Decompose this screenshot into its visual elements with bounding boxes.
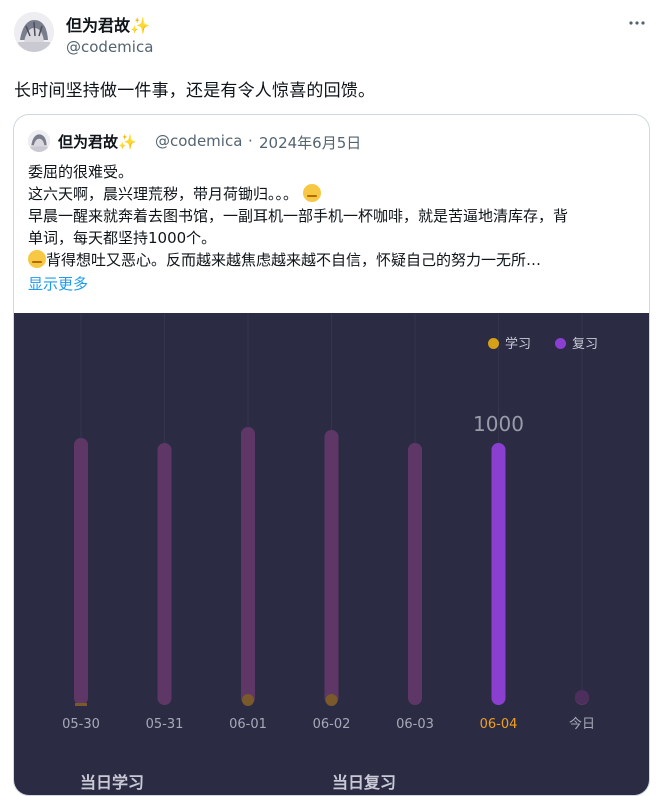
quoted-line-5-text: 背得想吐又恶心。反而越来越焦虑越来越不自信，怀疑自己的努力一无所…	[46, 251, 542, 269]
tweet-header: 但为君故✨ @codemica	[0, 0, 659, 70]
today-marker	[575, 690, 589, 704]
quoted-line-5: 背得想吐又恶心。反而越来越焦虑越来越不自信，怀疑自己的努力一无所…	[28, 249, 638, 271]
pensive-face-icon	[28, 250, 46, 268]
bar-track	[241, 427, 255, 705]
bar-review-06-04	[491, 443, 506, 705]
x-tick-label: 06-04	[480, 717, 518, 732]
quoted-author-handle[interactable]: @codemica	[155, 132, 243, 150]
daily-review-label: 当日复习	[332, 773, 397, 792]
quoted-author-name[interactable]: 但为君故✨	[58, 133, 137, 151]
quoted-line-1: 委屈的很难受。	[28, 163, 134, 181]
legend-study: 学习	[488, 333, 531, 352]
bar-track	[324, 430, 339, 705]
pensive-face-icon	[302, 184, 321, 202]
bar-track	[74, 438, 88, 705]
quoted-line-2-text: 这六天啊，晨兴理荒秽，带月荷锄归。。。	[28, 185, 299, 203]
quoted-date[interactable]: 2024年6月5日	[259, 134, 362, 152]
study-marker	[75, 703, 87, 706]
x-tick-label: 06-02	[313, 717, 351, 732]
quoted-author-avatar[interactable]	[28, 130, 50, 152]
x-tick-label: 06-03	[396, 717, 434, 732]
quoted-line-2: 这六天啊，晨兴理荒秽，带月荷锄归。。。	[28, 183, 638, 205]
quoted-tweet[interactable]: 但为君故✨ @codemica · 2024年6月5日 委屈的很难受。 这六天啊…	[13, 114, 650, 796]
study-marker	[325, 694, 338, 706]
legend-review: 复习	[555, 333, 598, 352]
daily-study-label: 当日学习	[80, 773, 145, 792]
separator-dot: ·	[248, 132, 253, 150]
legend-study-dot	[488, 338, 499, 349]
quoted-line-3: 早晨一醒来就奔着去图书馆，一副耳机一部手机一杯咖啡，就是苦逼地清库存，背	[28, 207, 569, 225]
quoted-line-4: 单词，每天都坚持1000个。	[28, 229, 217, 247]
quoted-body: 委屈的很难受。 这六天啊，晨兴理荒秽，带月荷锄归。。。 早晨一醒来就奔着去图书馆…	[28, 161, 638, 271]
author-name[interactable]: 但为君故✨	[66, 16, 150, 35]
bar-value-label: 1000	[473, 412, 524, 436]
more-options-icon[interactable]	[628, 14, 646, 32]
vocabulary-chart: 05-30 05-31 06-01 06-02 06-03 1000 06-04 今日 学习 …	[14, 313, 649, 795]
study-marker	[242, 694, 254, 706]
bar-track	[157, 443, 172, 705]
legend-review-dot	[555, 338, 566, 349]
x-tick-label: 05-31	[146, 717, 184, 732]
show-more-link[interactable]: 显示更多	[28, 275, 89, 293]
x-tick-label: 今日	[569, 716, 595, 732]
x-tick-label: 05-30	[62, 717, 100, 732]
bar-track	[408, 443, 422, 705]
legend-review-label: 复习	[572, 337, 599, 352]
legend-study-label: 学习	[505, 337, 532, 352]
author-handle[interactable]: @codemica	[66, 38, 154, 56]
chart-canvas: 05-30 05-31 06-01 06-02 06-03 1000 06-04 今日	[62, 313, 595, 732]
tweet-text: 长时间坚持做一件事，还是有令人惊喜的回馈。	[14, 81, 376, 101]
author-avatar[interactable]	[14, 12, 54, 52]
x-tick-label: 06-01	[229, 717, 267, 732]
